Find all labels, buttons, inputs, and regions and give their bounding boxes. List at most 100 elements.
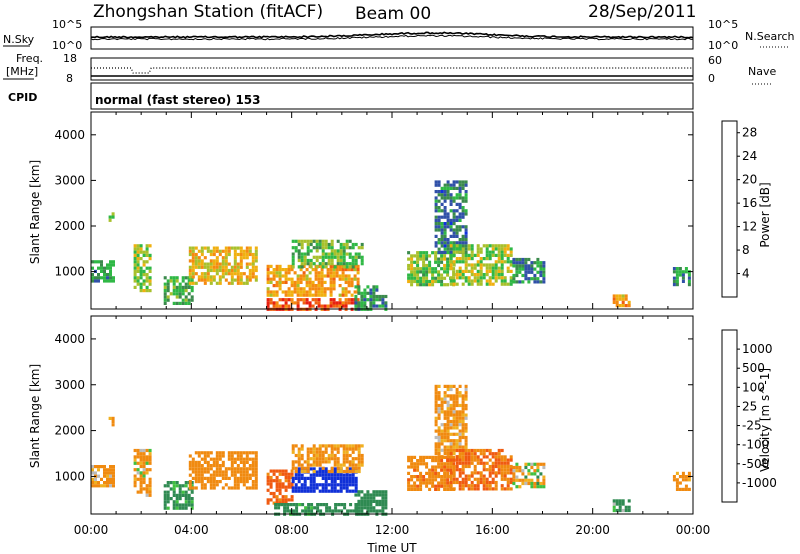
- echo-cell: [175, 497, 179, 501]
- echo-cell: [184, 285, 188, 289]
- echo-cell: [681, 478, 685, 482]
- echo-cell: [341, 268, 345, 272]
- echo-cell: [203, 451, 207, 455]
- echo-cell: [434, 435, 438, 440]
- echo-cell: [329, 264, 333, 268]
- echo-cell: [354, 262, 358, 266]
- echo-cell: [615, 508, 619, 513]
- echo-cell: [413, 254, 417, 258]
- echo-cell: [354, 509, 358, 513]
- echo-cell: [366, 298, 370, 302]
- echo-cell: [485, 484, 489, 488]
- echo-cell: [470, 247, 474, 251]
- echo-cell: [303, 255, 307, 259]
- echo-cell: [281, 280, 285, 284]
- echo-cell: [224, 252, 228, 257]
- echo-cell: [357, 285, 361, 289]
- echo-cell: [242, 476, 246, 480]
- echo-cell: [169, 481, 173, 485]
- echo-cell: [310, 506, 314, 510]
- echo-cell: [542, 273, 546, 278]
- echo-cell: [332, 280, 336, 284]
- echo-cell: [473, 471, 477, 475]
- echo-cell: [512, 465, 516, 470]
- echo-cell: [452, 442, 456, 446]
- echo-cell: [443, 190, 447, 194]
- echo-cell: [317, 287, 321, 291]
- echo-cell: [277, 503, 281, 507]
- echo-cell: [467, 455, 471, 459]
- echo-cell: [458, 439, 462, 443]
- echo-cell: [443, 270, 447, 274]
- echo-cell: [200, 249, 204, 253]
- echo-cell: [311, 293, 315, 297]
- echo-cell: [221, 272, 225, 276]
- echo-cell: [458, 257, 462, 261]
- echo-cell: [470, 263, 474, 267]
- echo-cell: [536, 465, 540, 470]
- echo-cell: [440, 244, 444, 248]
- echo-cell: [491, 247, 495, 251]
- echo-cell: [111, 423, 115, 427]
- echo-cell: [148, 458, 152, 462]
- echo-cell: [197, 473, 201, 477]
- echo-cell: [315, 239, 319, 243]
- echo-cell: [139, 266, 143, 270]
- echo-cell: [315, 473, 319, 477]
- echo-cell: [302, 293, 306, 297]
- echo-cell: [485, 269, 489, 273]
- echo-cell: [410, 459, 414, 463]
- echo-cell: [294, 483, 298, 487]
- echo-cell: [190, 285, 194, 289]
- echo-cell: [452, 445, 456, 449]
- echo-cell: [443, 423, 447, 427]
- echo-cell: [360, 294, 364, 299]
- echo-cell: [440, 435, 444, 440]
- echo-cell: [366, 291, 370, 295]
- echo-cell: [300, 466, 304, 470]
- echo-cell: [360, 301, 364, 305]
- echo-cell: [300, 239, 304, 243]
- echo-cell: [533, 462, 537, 466]
- echo-cell: [536, 261, 540, 265]
- echo-cell: [148, 461, 152, 465]
- echo-cell: [299, 274, 303, 278]
- echo-cell: [248, 246, 252, 250]
- echo-cell: [354, 444, 358, 448]
- echo-cell: [443, 222, 447, 226]
- echo-cell: [342, 450, 346, 454]
- echo-cell: [422, 455, 426, 459]
- echo-cell: [351, 473, 355, 477]
- echo-cell: [203, 460, 207, 464]
- echo-cell: [303, 486, 307, 490]
- echo-cell: [464, 234, 468, 238]
- echo-cell: [133, 474, 137, 478]
- echo-cell: [419, 462, 423, 466]
- echo-cell: [306, 453, 310, 458]
- echo-cell: [136, 279, 140, 283]
- echo-cell: [488, 448, 492, 453]
- echo-cell: [133, 448, 137, 453]
- echo-cell: [506, 458, 510, 462]
- echo-cell: [248, 464, 252, 468]
- echo-cell: [518, 270, 522, 274]
- echo-cell: [274, 503, 278, 507]
- echo-cell: [275, 301, 279, 305]
- echo-cell: [100, 266, 103, 270]
- echo-cell: [521, 472, 525, 476]
- echo-cell: [245, 470, 249, 474]
- echo-cell: [512, 472, 516, 476]
- echo-cell: [345, 457, 349, 461]
- echo-cell: [407, 465, 411, 469]
- echo-cell: [467, 276, 471, 280]
- echo-cell: [336, 444, 340, 448]
- echo-cell: [329, 280, 333, 284]
- echo-cell: [188, 480, 192, 484]
- echo-cell: [506, 464, 510, 469]
- echo-cell: [327, 469, 331, 474]
- echo-cell: [314, 268, 318, 272]
- echo-cell: [464, 263, 468, 267]
- echo-cell: [360, 304, 364, 308]
- echo-cell: [440, 257, 444, 261]
- echo-cell: [479, 477, 483, 481]
